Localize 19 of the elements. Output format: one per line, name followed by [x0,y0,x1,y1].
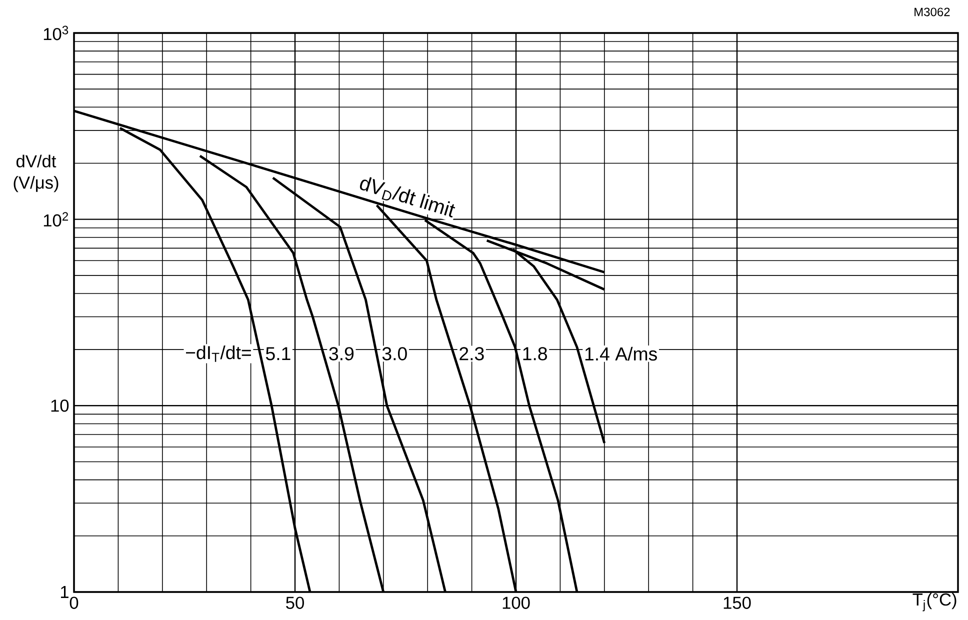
series-label: 1.8 [523,347,547,360]
y-tick-label: 10$^{2}$ [44,212,68,227]
annotation: −dI$_{T}$/dt= [186,346,251,362]
y-tick-label: 10 [51,400,69,412]
x-tick-label: 50 [286,596,304,609]
series-label: 3.0 [382,347,407,360]
y-axis-title: dV/dt (V/μs) [14,154,58,192]
series-label: 2.3 [460,347,484,360]
x-tick-label: 100 [502,596,530,609]
y-tick-label: 1 [60,586,68,598]
text: M3062 [914,8,950,16]
x-tick-label: 0 [70,596,78,609]
series-label: 5.1 [266,347,290,360]
x-axis-title: T$_{j}$(°C) [912,592,956,612]
y-tick-label: 10$^{3}$ [44,26,68,40]
x-tick-label: 150 [724,596,751,609]
series-label: 1.4 A/ms [585,346,657,361]
series-label: 3.9 [329,347,354,360]
text: dV$_{D}$/dt limit [360,177,456,218]
